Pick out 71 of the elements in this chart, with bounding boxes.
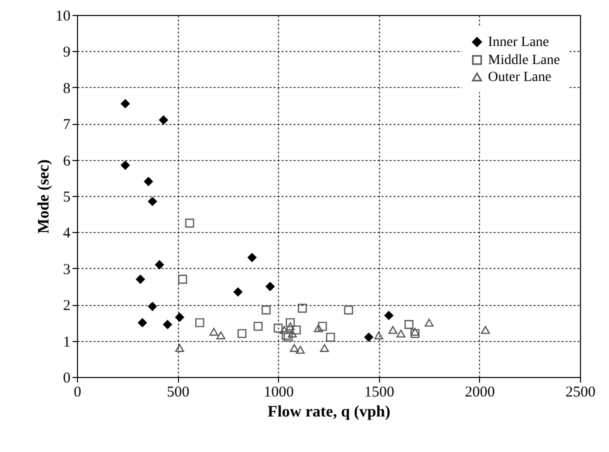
point — [185, 218, 194, 228]
point — [254, 322, 263, 331]
legend-label: Inner Lane — [488, 35, 550, 50]
point — [388, 326, 398, 334]
x-tick-label: 2000 — [464, 384, 495, 400]
y-tick-label: 8 — [63, 80, 70, 97]
point — [384, 310, 394, 320]
point — [286, 318, 295, 328]
point — [120, 160, 130, 170]
point — [148, 196, 157, 206]
point — [144, 177, 153, 186]
point — [266, 282, 275, 291]
point — [298, 304, 307, 313]
y-tick-label: 10 — [56, 8, 70, 24]
x-tick-label: 1500 — [364, 384, 394, 400]
point — [120, 99, 130, 108]
point — [136, 274, 145, 284]
point — [480, 326, 490, 334]
point — [314, 324, 323, 332]
point — [286, 322, 295, 330]
legend-label: Middle Lane — [488, 53, 560, 68]
point — [148, 302, 157, 311]
point — [195, 318, 204, 328]
point — [238, 329, 246, 338]
point — [424, 318, 434, 327]
point — [296, 346, 305, 354]
point — [159, 116, 168, 124]
y-tick-label: 5 — [63, 190, 70, 206]
point — [292, 325, 301, 334]
x-tick-label: 0 — [74, 384, 82, 400]
x-tick-label: 1000 — [264, 384, 294, 400]
point — [288, 330, 297, 338]
point — [175, 344, 184, 352]
x-axis-title: Flow rate, q (vph) — [268, 404, 390, 420]
y-axis-title: Mode (sec) — [36, 159, 52, 234]
y-tick-label: 1 — [63, 334, 70, 350]
point — [320, 344, 329, 352]
y-tick-label: 0 — [63, 370, 70, 386]
point — [233, 287, 242, 296]
point — [163, 320, 172, 329]
point — [364, 332, 374, 342]
point — [318, 322, 327, 331]
point — [262, 306, 271, 315]
y-tick-label: 9 — [63, 44, 70, 61]
point — [290, 344, 299, 352]
y-tick-label: 4 — [63, 226, 71, 242]
point — [374, 331, 384, 340]
point — [178, 274, 188, 284]
point — [209, 328, 218, 336]
x-tick-label: 500 — [166, 384, 190, 400]
y-tick-label: 2 — [63, 298, 70, 314]
point — [410, 329, 420, 338]
y-tick-label: 7 — [63, 117, 71, 134]
point — [280, 326, 289, 334]
point — [274, 324, 283, 333]
point — [326, 332, 335, 342]
point — [155, 260, 164, 270]
point — [175, 312, 184, 322]
point — [396, 330, 406, 338]
point — [284, 332, 293, 342]
y-tick-label: 3 — [63, 262, 70, 278]
point — [138, 318, 147, 328]
point — [216, 331, 226, 340]
legend-label: Outer Lane — [488, 70, 552, 85]
point — [282, 330, 291, 340]
point — [404, 320, 414, 329]
point — [410, 328, 420, 336]
x-tick-label: 2500 — [566, 384, 596, 400]
y-tick-label: 6 — [63, 153, 71, 170]
point — [248, 253, 257, 262]
point — [344, 306, 354, 315]
